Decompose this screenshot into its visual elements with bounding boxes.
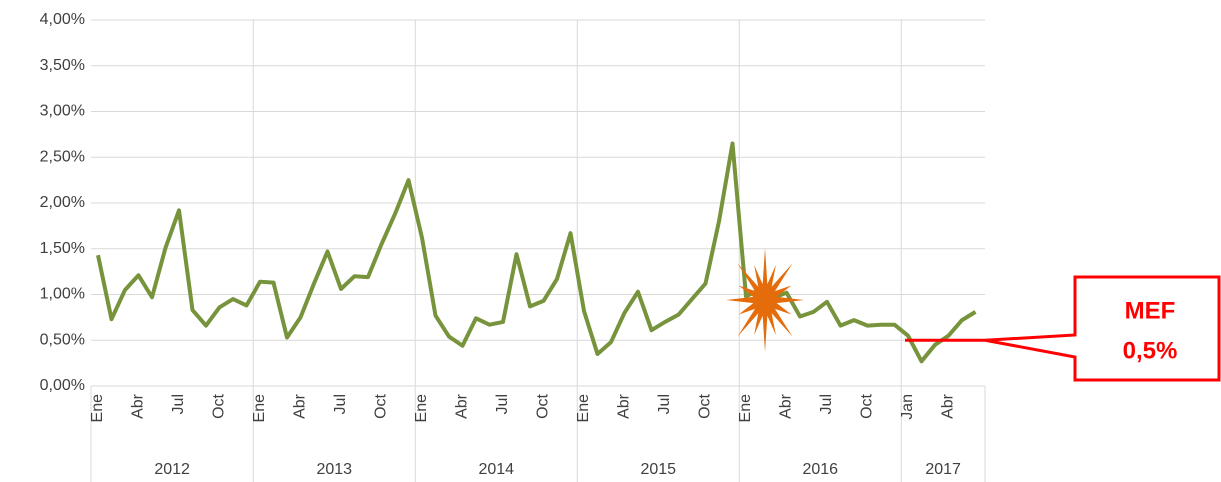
burst-icon <box>726 248 804 352</box>
y-tick-label: 0,50% <box>40 331 85 348</box>
x-tick-label: Abr <box>454 393 471 419</box>
x-tick-label: Ene <box>737 394 754 423</box>
y-tick-label: 3,50% <box>40 57 85 74</box>
year-label: 2015 <box>640 461 676 478</box>
x-tick-label: Ene <box>575 394 592 423</box>
x-tick-label: Jul <box>818 394 835 414</box>
x-tick-label: Abr <box>778 393 795 419</box>
year-label: 2017 <box>925 461 961 478</box>
year-label: 2013 <box>316 461 352 478</box>
data-line <box>96 141 977 364</box>
y-tick-label: 2,50% <box>40 148 85 165</box>
year-label: 2016 <box>802 461 838 478</box>
x-tick-label: Jul <box>656 394 673 414</box>
x-tick-label: Abr <box>940 393 957 419</box>
y-tick-label: 1,00% <box>40 286 85 303</box>
y-tick-label: 3,00% <box>40 103 85 120</box>
x-tick-label: Abr <box>130 393 147 419</box>
y-tick-label: 2,00% <box>40 194 85 211</box>
y-tick-label: 1,50% <box>40 240 85 257</box>
year-label: 2014 <box>478 461 514 478</box>
x-tick-label: Abr <box>292 393 309 419</box>
x-tick-label: Oct <box>859 393 876 418</box>
x-tick-label: Jan <box>899 394 916 420</box>
x-tick-label: Ene <box>251 394 268 423</box>
callout-value: 0,5% <box>1123 337 1178 364</box>
x-tick-label: Ene <box>89 394 106 423</box>
x-tick-label: Oct <box>697 393 714 418</box>
y-tick-label: 4,00% <box>40 11 85 28</box>
x-tick-label: Ene <box>413 394 430 423</box>
x-tick-label: Jul <box>170 394 187 414</box>
x-tick-label: Jul <box>332 394 349 414</box>
y-tick-label: 0,00% <box>40 377 85 394</box>
x-tick-label: Oct <box>211 393 228 418</box>
x-tick-label: Jul <box>494 394 511 414</box>
x-tick-label: Oct <box>535 393 552 418</box>
year-label: 2012 <box>154 461 190 478</box>
x-tick-label: Abr <box>616 393 633 419</box>
callout-name: MEF <box>1125 297 1176 324</box>
x-tick-label: Oct <box>373 393 390 418</box>
callout-box <box>984 275 1221 382</box>
